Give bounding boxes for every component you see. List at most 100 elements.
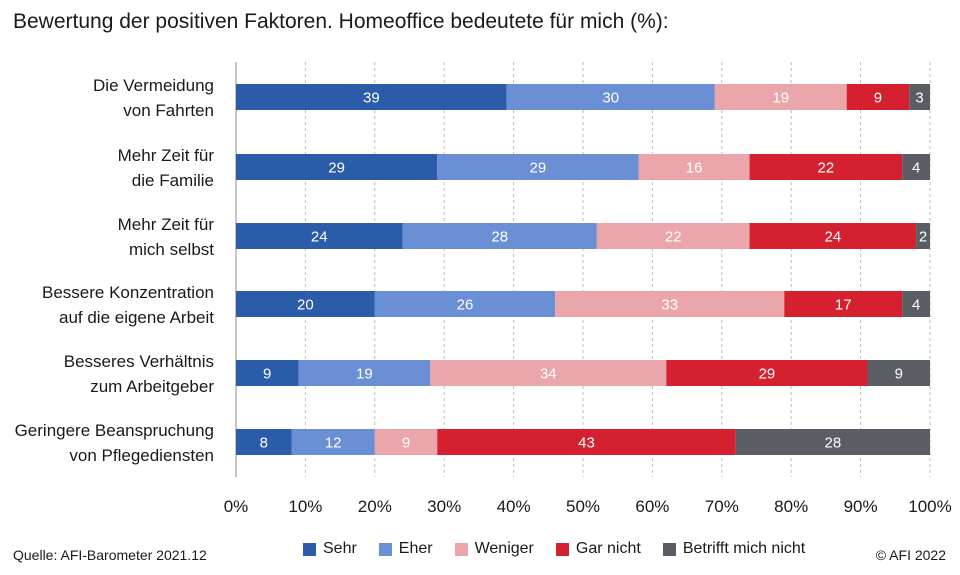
bar-segment bbox=[714, 84, 847, 110]
data-label: 17 bbox=[835, 297, 852, 314]
data-label: 29 bbox=[530, 160, 547, 177]
x-tick-label: 80% bbox=[774, 497, 808, 516]
data-label: 26 bbox=[457, 297, 474, 314]
data-label: 29 bbox=[328, 160, 345, 177]
bar-segment bbox=[236, 223, 403, 249]
x-tick-label: 40% bbox=[497, 497, 531, 516]
data-label: 39 bbox=[363, 90, 380, 107]
bar-segment bbox=[735, 429, 930, 455]
bar-segment bbox=[374, 291, 556, 317]
chart-title: Bewertung der positiven Faktoren. Homeof… bbox=[13, 10, 669, 33]
bar-segment bbox=[236, 154, 438, 180]
data-label: 4 bbox=[912, 160, 920, 177]
category-label: mich selbst bbox=[129, 240, 214, 259]
x-tick-label: 0% bbox=[224, 497, 249, 516]
bar-segment bbox=[902, 291, 930, 317]
bar-segment bbox=[638, 154, 750, 180]
bar-segment bbox=[867, 360, 930, 386]
bar-segment bbox=[909, 84, 930, 110]
category-label: auf die eigene Arbeit bbox=[59, 308, 214, 327]
data-label: 4 bbox=[912, 297, 920, 314]
bar-segment bbox=[236, 84, 507, 110]
legend-swatch bbox=[454, 542, 468, 556]
legend-swatch bbox=[378, 542, 392, 556]
bar-segment bbox=[437, 154, 639, 180]
legend-item: Eher bbox=[378, 540, 433, 558]
x-tick-label: 30% bbox=[427, 497, 461, 516]
data-label: 29 bbox=[759, 366, 776, 383]
data-label: 28 bbox=[491, 229, 508, 246]
bar-segment bbox=[506, 84, 715, 110]
x-tick-label: 70% bbox=[705, 497, 739, 516]
legend-swatch bbox=[555, 542, 569, 556]
bar-segment bbox=[784, 291, 903, 317]
bar-segment bbox=[291, 429, 375, 455]
x-tick-label: 90% bbox=[844, 497, 878, 516]
data-label: 43 bbox=[578, 435, 595, 452]
category-label: Bessere Konzentration bbox=[42, 283, 214, 302]
data-label: 9 bbox=[895, 366, 903, 383]
data-label: 9 bbox=[874, 90, 882, 107]
bar-segment bbox=[236, 360, 299, 386]
bar-segment bbox=[298, 360, 431, 386]
legend-swatch bbox=[303, 542, 316, 556]
data-label: 24 bbox=[824, 229, 841, 246]
data-label: 33 bbox=[661, 297, 678, 314]
data-label: 34 bbox=[540, 366, 557, 383]
bar-segment bbox=[236, 429, 292, 455]
category-label: die Familie bbox=[132, 171, 214, 190]
x-tick-label: 20% bbox=[358, 497, 392, 516]
bar-segment bbox=[916, 223, 930, 249]
x-tick-label: 60% bbox=[635, 497, 669, 516]
legend-item: Weniger bbox=[454, 540, 534, 558]
bar-segment bbox=[846, 84, 910, 110]
bar-segment bbox=[666, 360, 868, 386]
bars: 39 30 19 9 3 29 29 16 22 4 24 28 22 24 2 20 26 33 17 4 9 19 34… bbox=[236, 84, 930, 455]
data-label: 28 bbox=[824, 435, 841, 452]
data-label: 24 bbox=[311, 229, 328, 246]
legend-item: Sehr bbox=[303, 540, 357, 558]
bar-segment bbox=[902, 154, 930, 180]
bar-segment bbox=[402, 223, 597, 249]
x-tick-labels: 0% 10% 20% 30% 40% 50% 60% 70% 80% 90% 100% bbox=[224, 497, 952, 516]
legend-label: Betrifft mich nicht bbox=[682, 540, 806, 557]
bar-segment bbox=[437, 429, 736, 455]
copyright: © AFI 2022 bbox=[875, 547, 946, 563]
x-tick-label: 10% bbox=[288, 497, 322, 516]
data-label: 2 bbox=[919, 229, 927, 246]
bar-segment bbox=[430, 360, 667, 386]
bar-segment bbox=[374, 429, 438, 455]
gridlines bbox=[235, 62, 931, 477]
category-label: Besseres Verhältnis bbox=[64, 352, 214, 371]
bar-segment bbox=[555, 291, 785, 317]
bar-segment bbox=[749, 223, 917, 249]
data-label: 19 bbox=[356, 366, 373, 383]
legend-swatch bbox=[662, 542, 676, 556]
data-label: 30 bbox=[602, 90, 619, 107]
legend-label: Weniger bbox=[474, 540, 534, 557]
x-tick-label: 100% bbox=[908, 497, 951, 516]
category-label: Mehr Zeit für bbox=[118, 215, 215, 234]
category-label: Die Vermeidung bbox=[93, 76, 214, 95]
category-labels: Die Vermeidung von Fahrten Mehr Zeit für di… bbox=[15, 76, 215, 465]
legend-item: Gar nicht bbox=[555, 540, 641, 558]
source-note: Quelle: AFI-Barometer 2021.12 bbox=[13, 547, 207, 563]
data-label: 16 bbox=[686, 160, 703, 177]
category-label: von Fahrten bbox=[123, 101, 214, 120]
category-label: zum Arbeitgeber bbox=[90, 377, 214, 396]
category-label: Mehr Zeit für bbox=[118, 146, 215, 165]
data-label: 22 bbox=[818, 160, 835, 177]
data-label: 12 bbox=[325, 435, 342, 452]
legend-label: Gar nicht bbox=[575, 540, 641, 557]
legend: Sehr Eher Weniger Gar nicht Betrifft mich ni… bbox=[303, 540, 805, 558]
data-label: 20 bbox=[297, 297, 314, 314]
legend-item: Betrifft mich nicht bbox=[662, 540, 806, 558]
category-label: von Pflegediensten bbox=[69, 446, 214, 465]
bar-segment bbox=[596, 223, 750, 249]
data-label: 3 bbox=[915, 90, 923, 107]
bar-segment bbox=[236, 291, 375, 317]
bar-segment bbox=[749, 154, 903, 180]
legend-label: Eher bbox=[398, 540, 433, 557]
data-label: 19 bbox=[772, 90, 789, 107]
